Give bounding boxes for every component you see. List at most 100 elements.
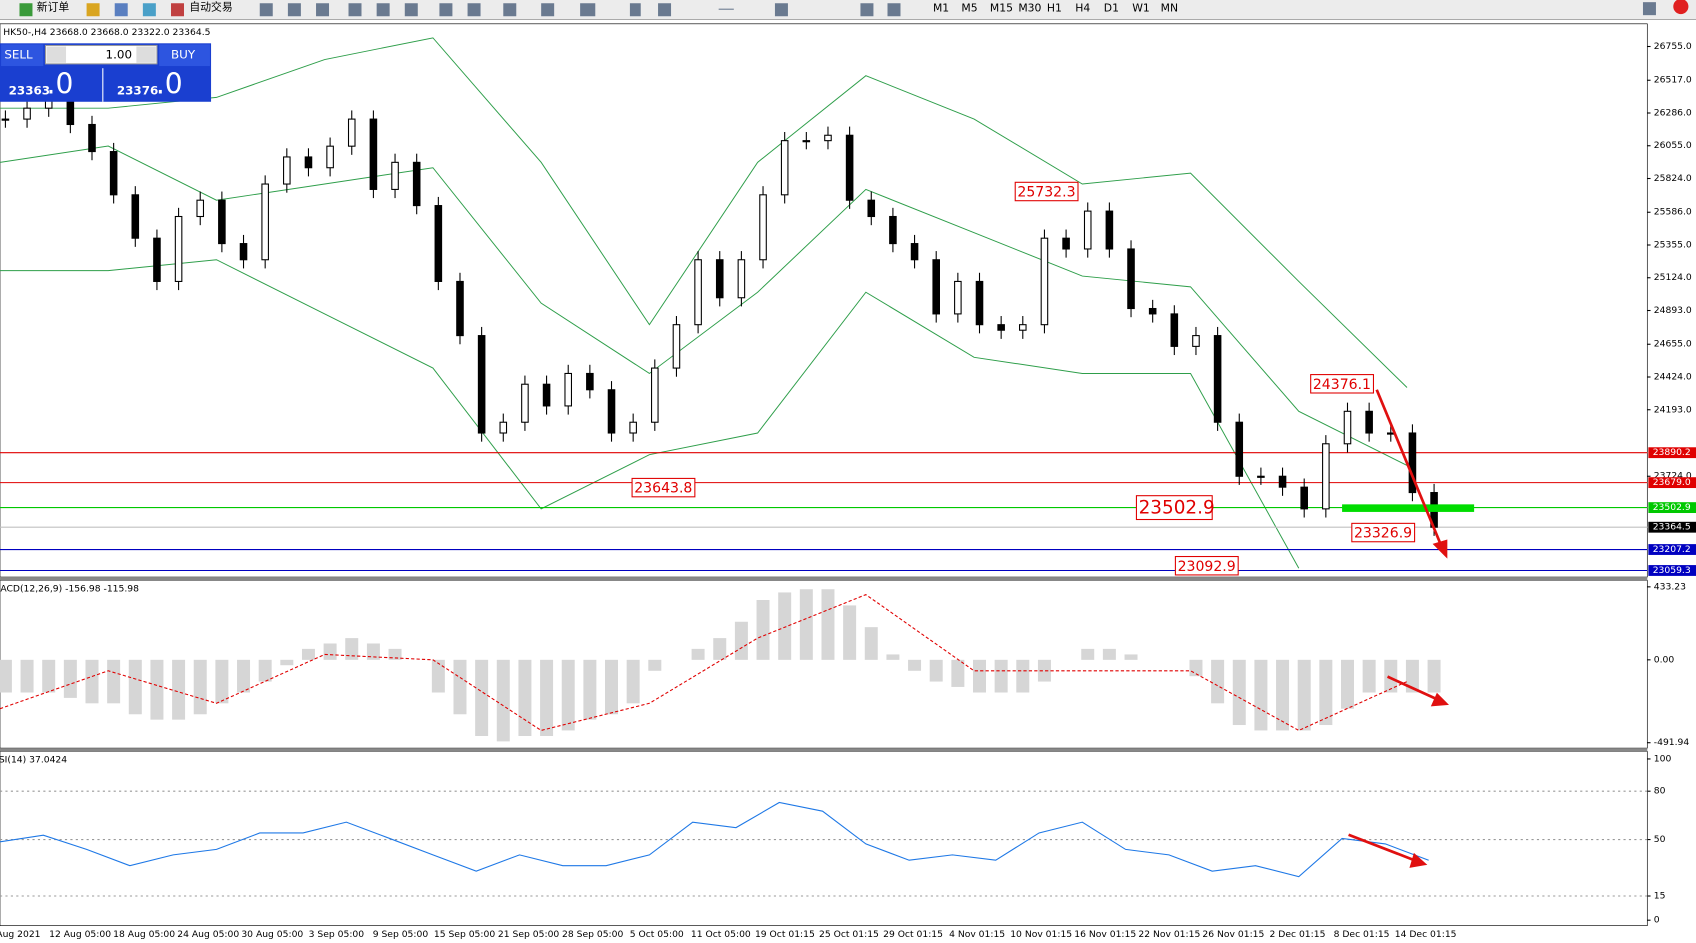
macd-histogram — [734, 621, 748, 660]
macd-histogram — [821, 589, 835, 660]
x-tick-label: 12 Aug 05:00 — [49, 929, 111, 940]
tile[interactable] — [404, 3, 418, 17]
periods[interactable] — [541, 3, 555, 17]
macd-histogram — [172, 659, 186, 720]
cursor[interactable] — [629, 3, 641, 17]
buy-price[interactable]: 23376 — [117, 83, 158, 97]
tool-icon[interactable] — [259, 3, 273, 17]
sell-label[interactable]: SELL — [4, 48, 33, 62]
panel-title: RSI(14) 37.0424 — [0, 755, 67, 766]
zoom-out[interactable] — [376, 3, 390, 17]
candle — [564, 372, 573, 407]
candle — [499, 421, 508, 434]
macd-histogram — [107, 659, 121, 704]
candle — [1062, 237, 1070, 250]
tool-icon[interactable] — [114, 3, 128, 17]
timeframe-button[interactable]: MN — [1161, 2, 1178, 15]
lot-down[interactable] — [46, 46, 67, 63]
arrowhead — [1432, 539, 1448, 559]
macd-histogram — [864, 627, 878, 660]
arrows[interactable] — [887, 3, 901, 17]
auto-trade-icon[interactable] — [171, 3, 184, 17]
tool-icon[interactable] — [439, 3, 453, 17]
label-tool[interactable] — [860, 3, 874, 17]
channel[interactable] — [774, 3, 788, 17]
buy-price-fraction[interactable]: .0 — [156, 68, 183, 101]
lot-up[interactable] — [136, 46, 156, 63]
macd-histogram — [1362, 659, 1376, 693]
macd-histogram — [20, 659, 34, 693]
tool-icon[interactable] — [316, 3, 330, 17]
tool-icon[interactable] — [467, 3, 481, 17]
panel-separator — [0, 748, 1648, 752]
sell-price[interactable]: 23363 — [9, 83, 50, 97]
hline[interactable] — [718, 8, 734, 10]
tool-icon[interactable] — [142, 3, 156, 17]
new-order-button[interactable]: 新订单 — [37, 0, 70, 14]
macd-histogram — [1340, 659, 1354, 709]
x-tick-label: 28 Sep 05:00 — [562, 929, 623, 940]
buy-button[interactable] — [159, 44, 210, 67]
macd-histogram — [626, 659, 640, 704]
macd-histogram — [561, 659, 575, 731]
candle — [997, 324, 1005, 331]
candle — [283, 156, 291, 185]
timeframe-button[interactable]: H4 — [1075, 2, 1090, 15]
x-tick-label: 16 Nov 01:15 — [1074, 929, 1136, 940]
candle — [304, 156, 313, 169]
timeframe-button[interactable]: M1 — [933, 2, 949, 15]
zoom-in[interactable] — [348, 3, 362, 17]
x-tick-label: 22 Nov 01:15 — [1138, 929, 1200, 940]
y-tick-label: 24193.0 — [1654, 404, 1692, 415]
x-tick-label: 26 Nov 01:15 — [1202, 929, 1264, 940]
toolbar — [0, 0, 1696, 20]
candle — [845, 134, 854, 201]
candle — [607, 389, 616, 434]
notification-badge[interactable] — [1673, 0, 1689, 15]
timeframe-button[interactable]: M15 — [990, 2, 1013, 15]
timeframe-button[interactable]: D1 — [1104, 2, 1119, 15]
new-order-icon[interactable] — [19, 3, 33, 17]
crosshair[interactable] — [658, 3, 672, 17]
macd-histogram — [128, 659, 142, 715]
indicators[interactable] — [503, 3, 517, 17]
y-tick-label: 0.00 — [1654, 654, 1675, 665]
x-tick-label: 8 Dec 01:15 — [1334, 929, 1390, 940]
x-tick-label: 18 Aug 05:00 — [113, 929, 175, 940]
timeframe-button[interactable]: M5 — [961, 2, 977, 15]
search[interactable] — [1642, 2, 1656, 16]
lot-value[interactable]: 1.00 — [106, 48, 132, 62]
tool-icon[interactable] — [287, 3, 301, 17]
lot-input[interactable] — [44, 44, 158, 65]
macd-histogram — [951, 659, 965, 687]
timeframe-button[interactable]: H1 — [1047, 2, 1062, 15]
sell-button[interactable] — [1, 44, 44, 67]
sell-price-fraction[interactable]: .0 — [47, 68, 74, 101]
macd-histogram — [42, 659, 56, 693]
candle — [1127, 248, 1135, 310]
tool-icon[interactable] — [86, 3, 100, 17]
x-tick-label: 3 Sep 05:00 — [309, 929, 365, 940]
macd-histogram — [1276, 659, 1290, 731]
price-level-tag — [1648, 502, 1696, 514]
candle — [954, 280, 962, 315]
bollinger-band — [0, 37, 1408, 388]
templates[interactable] — [580, 3, 596, 17]
candle — [261, 183, 269, 261]
candle — [412, 161, 421, 207]
auto-trade-button[interactable]: 自动交易 — [189, 0, 232, 14]
y-tick-label: 24655.0 — [1654, 339, 1692, 350]
timeframe-button[interactable]: M30 — [1018, 2, 1041, 15]
buy-label[interactable]: BUY — [171, 48, 196, 62]
price-level-label: 23364.5 — [1653, 522, 1691, 533]
macd-signal — [0, 594, 1408, 732]
candle — [391, 161, 399, 190]
x-tick-label: 10 Nov 01:15 — [1010, 929, 1072, 940]
macd-histogram — [237, 659, 251, 693]
annotation-label: 23643.8 — [634, 481, 692, 497]
x-tick-label: 24 Aug 05:00 — [177, 929, 239, 940]
candle — [1408, 432, 1417, 494]
timeframe-button[interactable]: W1 — [1132, 2, 1150, 15]
